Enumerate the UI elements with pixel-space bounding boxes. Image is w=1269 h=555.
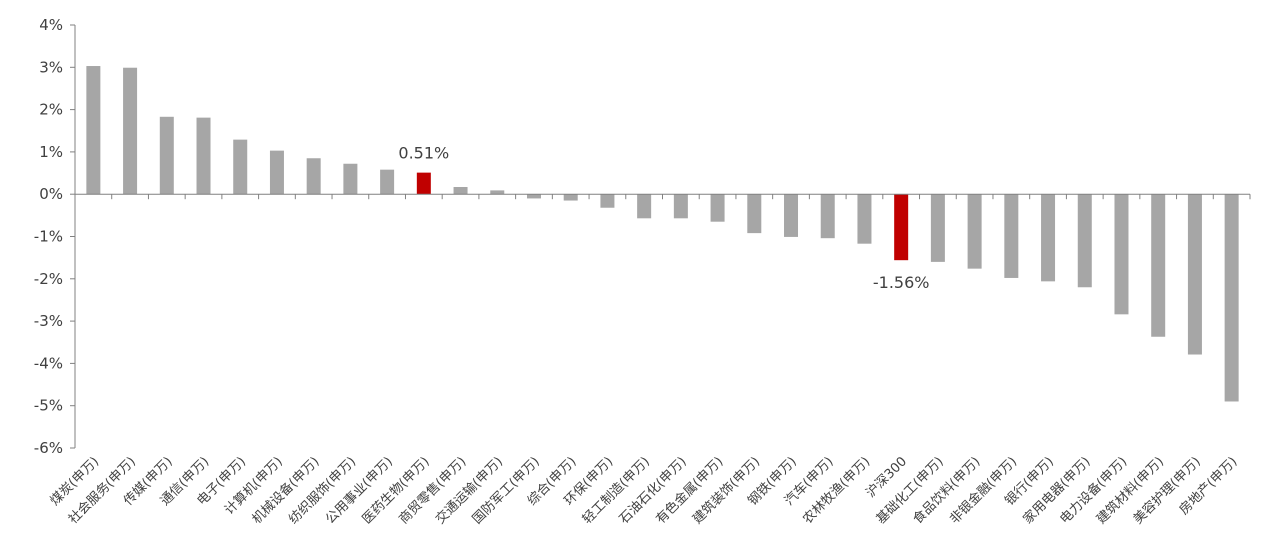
- y-tick-label: -5%: [34, 397, 63, 415]
- labels-group: 4%3%2%1%0%-1%-2%-3%-4%-5%-6%煤炭(申万)社会服务(申…: [34, 16, 1241, 527]
- bar: [453, 187, 468, 195]
- y-tick-label: 2%: [39, 101, 63, 119]
- bar: [747, 194, 762, 234]
- bar: [820, 194, 835, 239]
- y-tick-label: -3%: [34, 312, 63, 330]
- bars-group: [86, 66, 1239, 402]
- bar: [416, 172, 431, 195]
- bar: [1187, 194, 1202, 355]
- bar: [380, 169, 395, 195]
- y-tick-label: 1%: [39, 143, 63, 161]
- y-tick-label: -2%: [34, 270, 63, 288]
- bar: [637, 194, 652, 219]
- axes-group: [70, 24, 1251, 449]
- y-tick-label: -1%: [34, 228, 63, 246]
- y-tick-label: 0%: [39, 185, 63, 203]
- bar: [269, 150, 284, 195]
- y-tick-label: -4%: [34, 354, 63, 372]
- data-label: -1.56%: [873, 273, 930, 292]
- bar: [526, 194, 541, 199]
- bar: [343, 163, 358, 195]
- bar: [1151, 194, 1166, 337]
- y-tick-label: 4%: [39, 16, 63, 34]
- bar: [673, 194, 688, 219]
- bar: [123, 67, 138, 195]
- data-label: 0.51%: [398, 144, 449, 163]
- bar: [930, 194, 945, 262]
- bar: [1077, 194, 1092, 288]
- bar: [1041, 194, 1056, 282]
- bar: [600, 194, 615, 208]
- bar: [196, 117, 211, 195]
- bar: [857, 194, 872, 244]
- category-label: 农林牧渔(申万): [800, 454, 873, 527]
- bar: [490, 190, 505, 195]
- y-tick-label: 3%: [39, 58, 63, 76]
- y-tick-label: -6%: [34, 439, 63, 457]
- bar: [1004, 194, 1019, 278]
- bar: [1114, 194, 1129, 315]
- bar: [86, 66, 101, 195]
- bar: [233, 139, 248, 195]
- bar: [894, 194, 909, 261]
- bar: [563, 194, 578, 201]
- bar: [306, 158, 321, 195]
- bar: [159, 116, 174, 195]
- bar: [1224, 194, 1239, 402]
- bar: [710, 194, 725, 222]
- bar: [784, 194, 799, 237]
- bar: [967, 194, 982, 269]
